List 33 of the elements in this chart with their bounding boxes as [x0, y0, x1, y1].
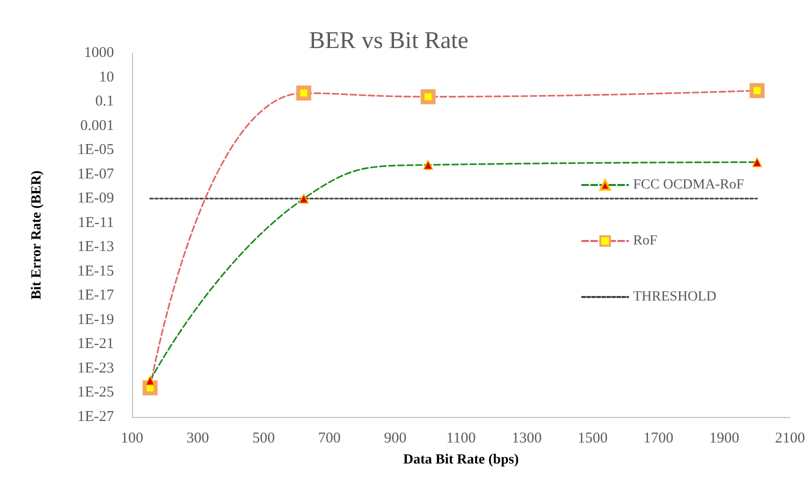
x-tick-label: 300 — [186, 430, 210, 446]
y-tick-label: 1E-23 — [77, 360, 114, 376]
legend-label: THRESHOLD — [633, 290, 716, 304]
y-tick-label: 1E-05 — [77, 142, 114, 158]
x-tick-label: 1700 — [643, 430, 674, 446]
y-tick-label: 0.1 — [95, 94, 114, 110]
y-tick-label: 1E-19 — [77, 312, 114, 328]
y-axis-title: Bit Error Rate (BER) — [30, 170, 44, 300]
x-tick-label: 500 — [252, 430, 275, 446]
x-tick-label: 1900 — [709, 430, 740, 446]
x-tick-label: 100 — [120, 430, 144, 446]
y-tick-label: 1E-09 — [77, 190, 114, 207]
y-tick-label: 1E-25 — [77, 384, 114, 401]
y-tick-label: 1E-27 — [77, 409, 114, 425]
y-tick-label: 10 — [99, 69, 114, 86]
x-tick-label: 1300 — [512, 430, 542, 446]
chart-title: BER vs Bit Rate — [309, 28, 468, 54]
x-tick-label: 2100 — [775, 430, 805, 446]
y-tick-label: 1E-13 — [77, 239, 114, 256]
y-tick-label: 1000 — [84, 45, 114, 61]
y-tick-label: 1E-21 — [77, 336, 114, 352]
y-tick-label: 0.001 — [80, 118, 114, 134]
x-axis-title: Data Bit Rate (bps) — [403, 452, 520, 468]
x-tick-label: 700 — [318, 430, 341, 446]
x-tick-label: 1500 — [578, 430, 608, 446]
x-tick-label: 900 — [384, 430, 406, 446]
legend-label: RoF — [633, 234, 658, 248]
y-tick-label: 1E-15 — [77, 263, 114, 280]
y-tick-label: 1E-11 — [78, 214, 114, 231]
legend-label: FCC OCDMA-RoF — [633, 178, 744, 192]
y-tick-label: 1E-17 — [77, 288, 114, 304]
y-tick-label: 1E-07 — [77, 166, 114, 182]
x-tick-label: 1100 — [446, 430, 476, 446]
